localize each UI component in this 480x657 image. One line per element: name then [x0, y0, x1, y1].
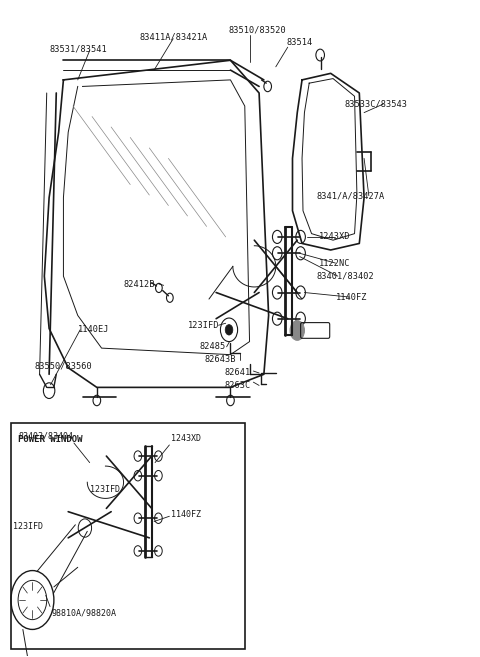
Text: 1122NC: 1122NC	[319, 259, 350, 267]
Text: 83531/83541: 83531/83541	[49, 45, 107, 54]
Circle shape	[290, 321, 304, 340]
Text: 82641: 82641	[225, 369, 251, 378]
Bar	[11, 423, 245, 649]
Text: 98810A/98820A: 98810A/98820A	[51, 608, 117, 618]
Text: 1140FZ: 1140FZ	[336, 292, 367, 302]
Text: 1140EJ: 1140EJ	[78, 325, 109, 334]
Text: 83510/83520: 83510/83520	[228, 25, 286, 34]
Text: 1140FZ: 1140FZ	[171, 510, 201, 520]
Text: 123IFD: 123IFD	[188, 321, 219, 330]
Text: 123IFD: 123IFD	[90, 485, 120, 494]
Text: 83401/83402: 83401/83402	[316, 271, 374, 281]
Text: 1243XD: 1243XD	[171, 434, 201, 443]
Text: 82485: 82485	[199, 342, 226, 351]
Text: 83403/83404: 83403/83404	[18, 432, 73, 441]
Text: 123IFD: 123IFD	[13, 522, 43, 532]
Text: 82643B: 82643B	[204, 355, 236, 365]
Text: 8341/A/83427A: 8341/A/83427A	[316, 191, 384, 200]
Text: POWER WINDOW: POWER WINDOW	[18, 435, 83, 444]
Text: 1243XD: 1243XD	[319, 233, 350, 241]
Text: 83514: 83514	[286, 38, 312, 47]
Text: 83411A/83421A: 83411A/83421A	[140, 32, 208, 41]
Text: 82412B: 82412B	[123, 279, 155, 288]
Text: 83533C/83543: 83533C/83543	[345, 100, 408, 108]
Text: 8263C: 8263C	[225, 381, 251, 390]
Circle shape	[225, 325, 233, 335]
Text: 83550/83560: 83550/83560	[35, 361, 93, 371]
